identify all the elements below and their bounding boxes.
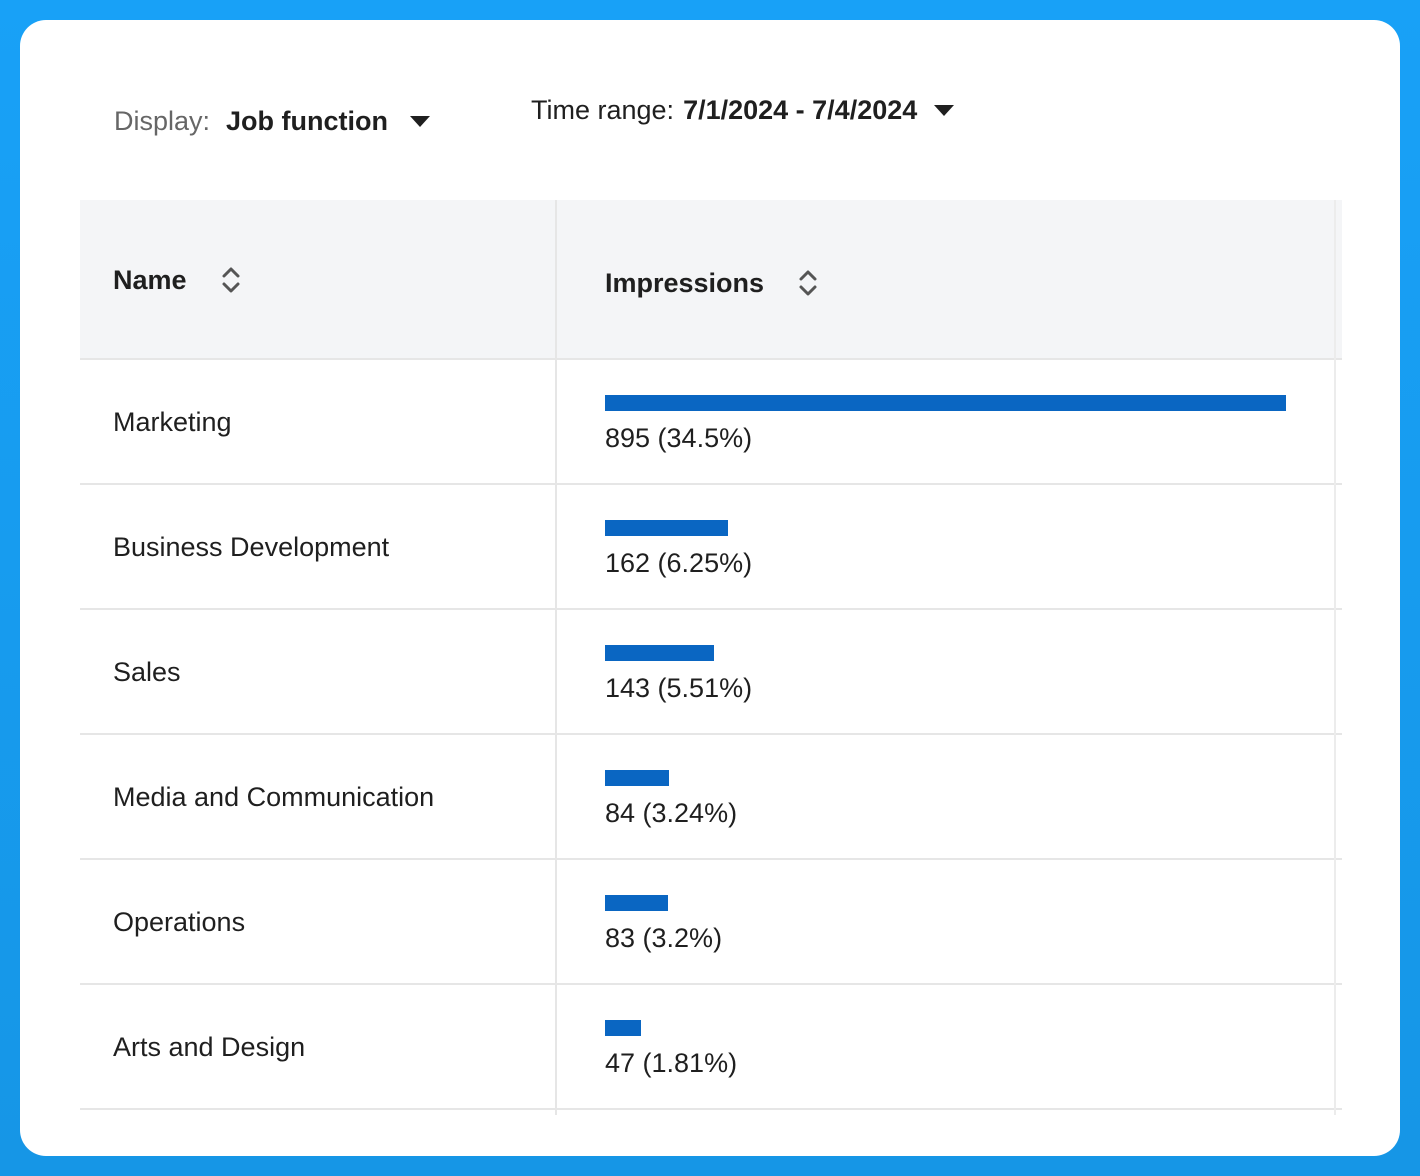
- column-header-name-label: Name: [113, 264, 187, 295]
- impressions-value: 162 (6.25%): [605, 548, 753, 578]
- column-divider: [555, 200, 557, 1115]
- impressions-bar: [605, 1020, 641, 1036]
- time-range-dropdown[interactable]: Time range: 7/1/2024 - 7/4/2024: [531, 91, 955, 129]
- table-row: Operations 83 (3.2%): [80, 860, 1342, 985]
- impressions-value: 83 (3.2%): [605, 923, 723, 953]
- demographics-table: Name Impressions Marketing 895 (34.5%) Bus…: [80, 200, 1342, 1115]
- table-row: Sales 143 (5.51%): [80, 610, 1342, 735]
- column-header-impressions[interactable]: Impressions: [605, 265, 819, 301]
- row-name: Marketing: [113, 407, 232, 437]
- column-header-name[interactable]: Name: [113, 262, 242, 298]
- impressions-value: 895 (34.5%): [605, 423, 753, 453]
- impressions-bar: [605, 520, 728, 536]
- row-name: Operations: [113, 907, 246, 937]
- display-filter-value: Job function: [226, 105, 389, 136]
- impressions-value: 143 (5.51%): [605, 673, 753, 703]
- table-row: Arts and Design 47 (1.81%): [80, 985, 1342, 1110]
- display-filter-label: Display:: [114, 105, 211, 136]
- row-name: Arts and Design: [113, 1032, 306, 1062]
- table-row: Business Development 162 (6.25%): [80, 485, 1342, 610]
- row-name: Media and Communication: [113, 782, 435, 812]
- table-row: Marketing 895 (34.5%): [80, 360, 1342, 485]
- display-filter-dropdown[interactable]: Display: Job function: [114, 102, 431, 140]
- table-row: Media and Communication 84 (3.24%): [80, 735, 1342, 860]
- row-name: Business Development: [113, 532, 390, 562]
- table-right-border: [1334, 200, 1336, 1115]
- time-range-value: 7/1/2024 - 7/4/2024: [683, 94, 918, 125]
- impressions-bar: [605, 645, 714, 661]
- impressions-value: 47 (1.81%): [605, 1048, 738, 1078]
- sort-icon: [799, 270, 817, 296]
- time-range-label: Time range:: [531, 94, 675, 125]
- analytics-card: Display: Job function Time range: 7/1/20…: [20, 20, 1400, 1156]
- impressions-bar: [605, 895, 668, 911]
- row-name: Sales: [113, 657, 181, 687]
- impressions-value: 84 (3.24%): [605, 798, 738, 828]
- table-header: Name Impressions: [80, 200, 1342, 360]
- caret-down-icon: [410, 115, 431, 127]
- sort-icon: [222, 267, 240, 293]
- impressions-bar: [605, 770, 669, 786]
- impressions-bar: [605, 395, 1286, 411]
- caret-down-icon: [934, 104, 955, 116]
- column-header-impressions-label: Impressions: [605, 267, 765, 298]
